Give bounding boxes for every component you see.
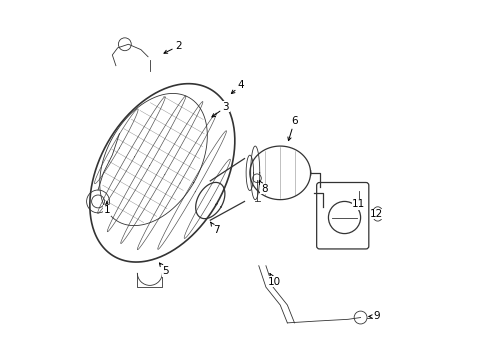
Text: 6: 6 [287,116,297,141]
Text: 10: 10 [268,274,281,287]
Text: 7: 7 [210,222,219,235]
Text: 8: 8 [259,181,267,194]
Text: 11: 11 [351,199,365,209]
Text: 12: 12 [369,209,383,219]
Text: 5: 5 [159,263,169,276]
Text: 2: 2 [163,41,182,53]
Text: 9: 9 [368,311,379,321]
Text: 1: 1 [103,202,110,215]
Text: 3: 3 [211,102,229,117]
Text: 4: 4 [231,80,244,94]
